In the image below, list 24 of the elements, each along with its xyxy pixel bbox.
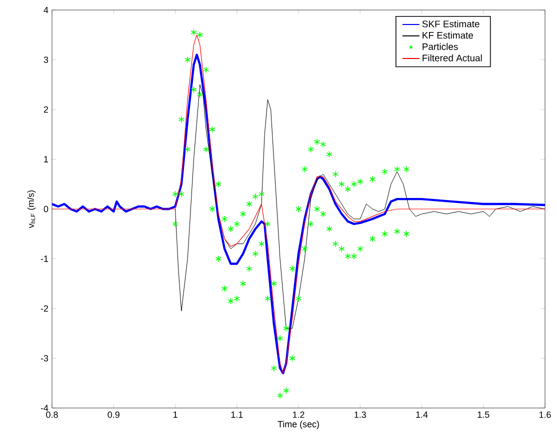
x-tick-label: 0.9 xyxy=(108,412,120,418)
y-tick-label: 0 xyxy=(44,206,48,212)
x-tick-label: 1.1 xyxy=(231,412,243,418)
y-tick-label: 4 xyxy=(44,6,48,14)
legend-label: KF Estimate xyxy=(422,32,474,39)
x-axis-title: Time (sec) xyxy=(278,420,319,430)
legend-label: Filtered Actual xyxy=(422,54,482,62)
y-tick-label: -2 xyxy=(40,305,48,312)
y-tick-label: -4 xyxy=(40,404,48,412)
legend-label: SKF Estimate xyxy=(422,20,480,28)
y-tick-label: 3 xyxy=(44,56,48,63)
x-tick-label: 1 xyxy=(173,412,178,418)
x-tick-label: 1.4 xyxy=(416,412,428,418)
legend-label: Particles xyxy=(422,43,458,50)
x-tick-label: 1.3 xyxy=(354,412,366,418)
y-tick-label: -1 xyxy=(40,256,48,262)
y-axis-title: v$_{hLF}$ (m/s) xyxy=(27,190,36,228)
x-tick-label: 1.6 xyxy=(539,412,551,418)
y-tick-label: -3 xyxy=(40,355,48,362)
x-tick-label: 1.2 xyxy=(292,412,304,418)
y-tick-label: 1 xyxy=(44,156,48,162)
x-tick-label: 0.8 xyxy=(46,412,58,418)
x-tick-label: 1.5 xyxy=(478,412,490,418)
y-tick-label: 2 xyxy=(44,106,48,113)
